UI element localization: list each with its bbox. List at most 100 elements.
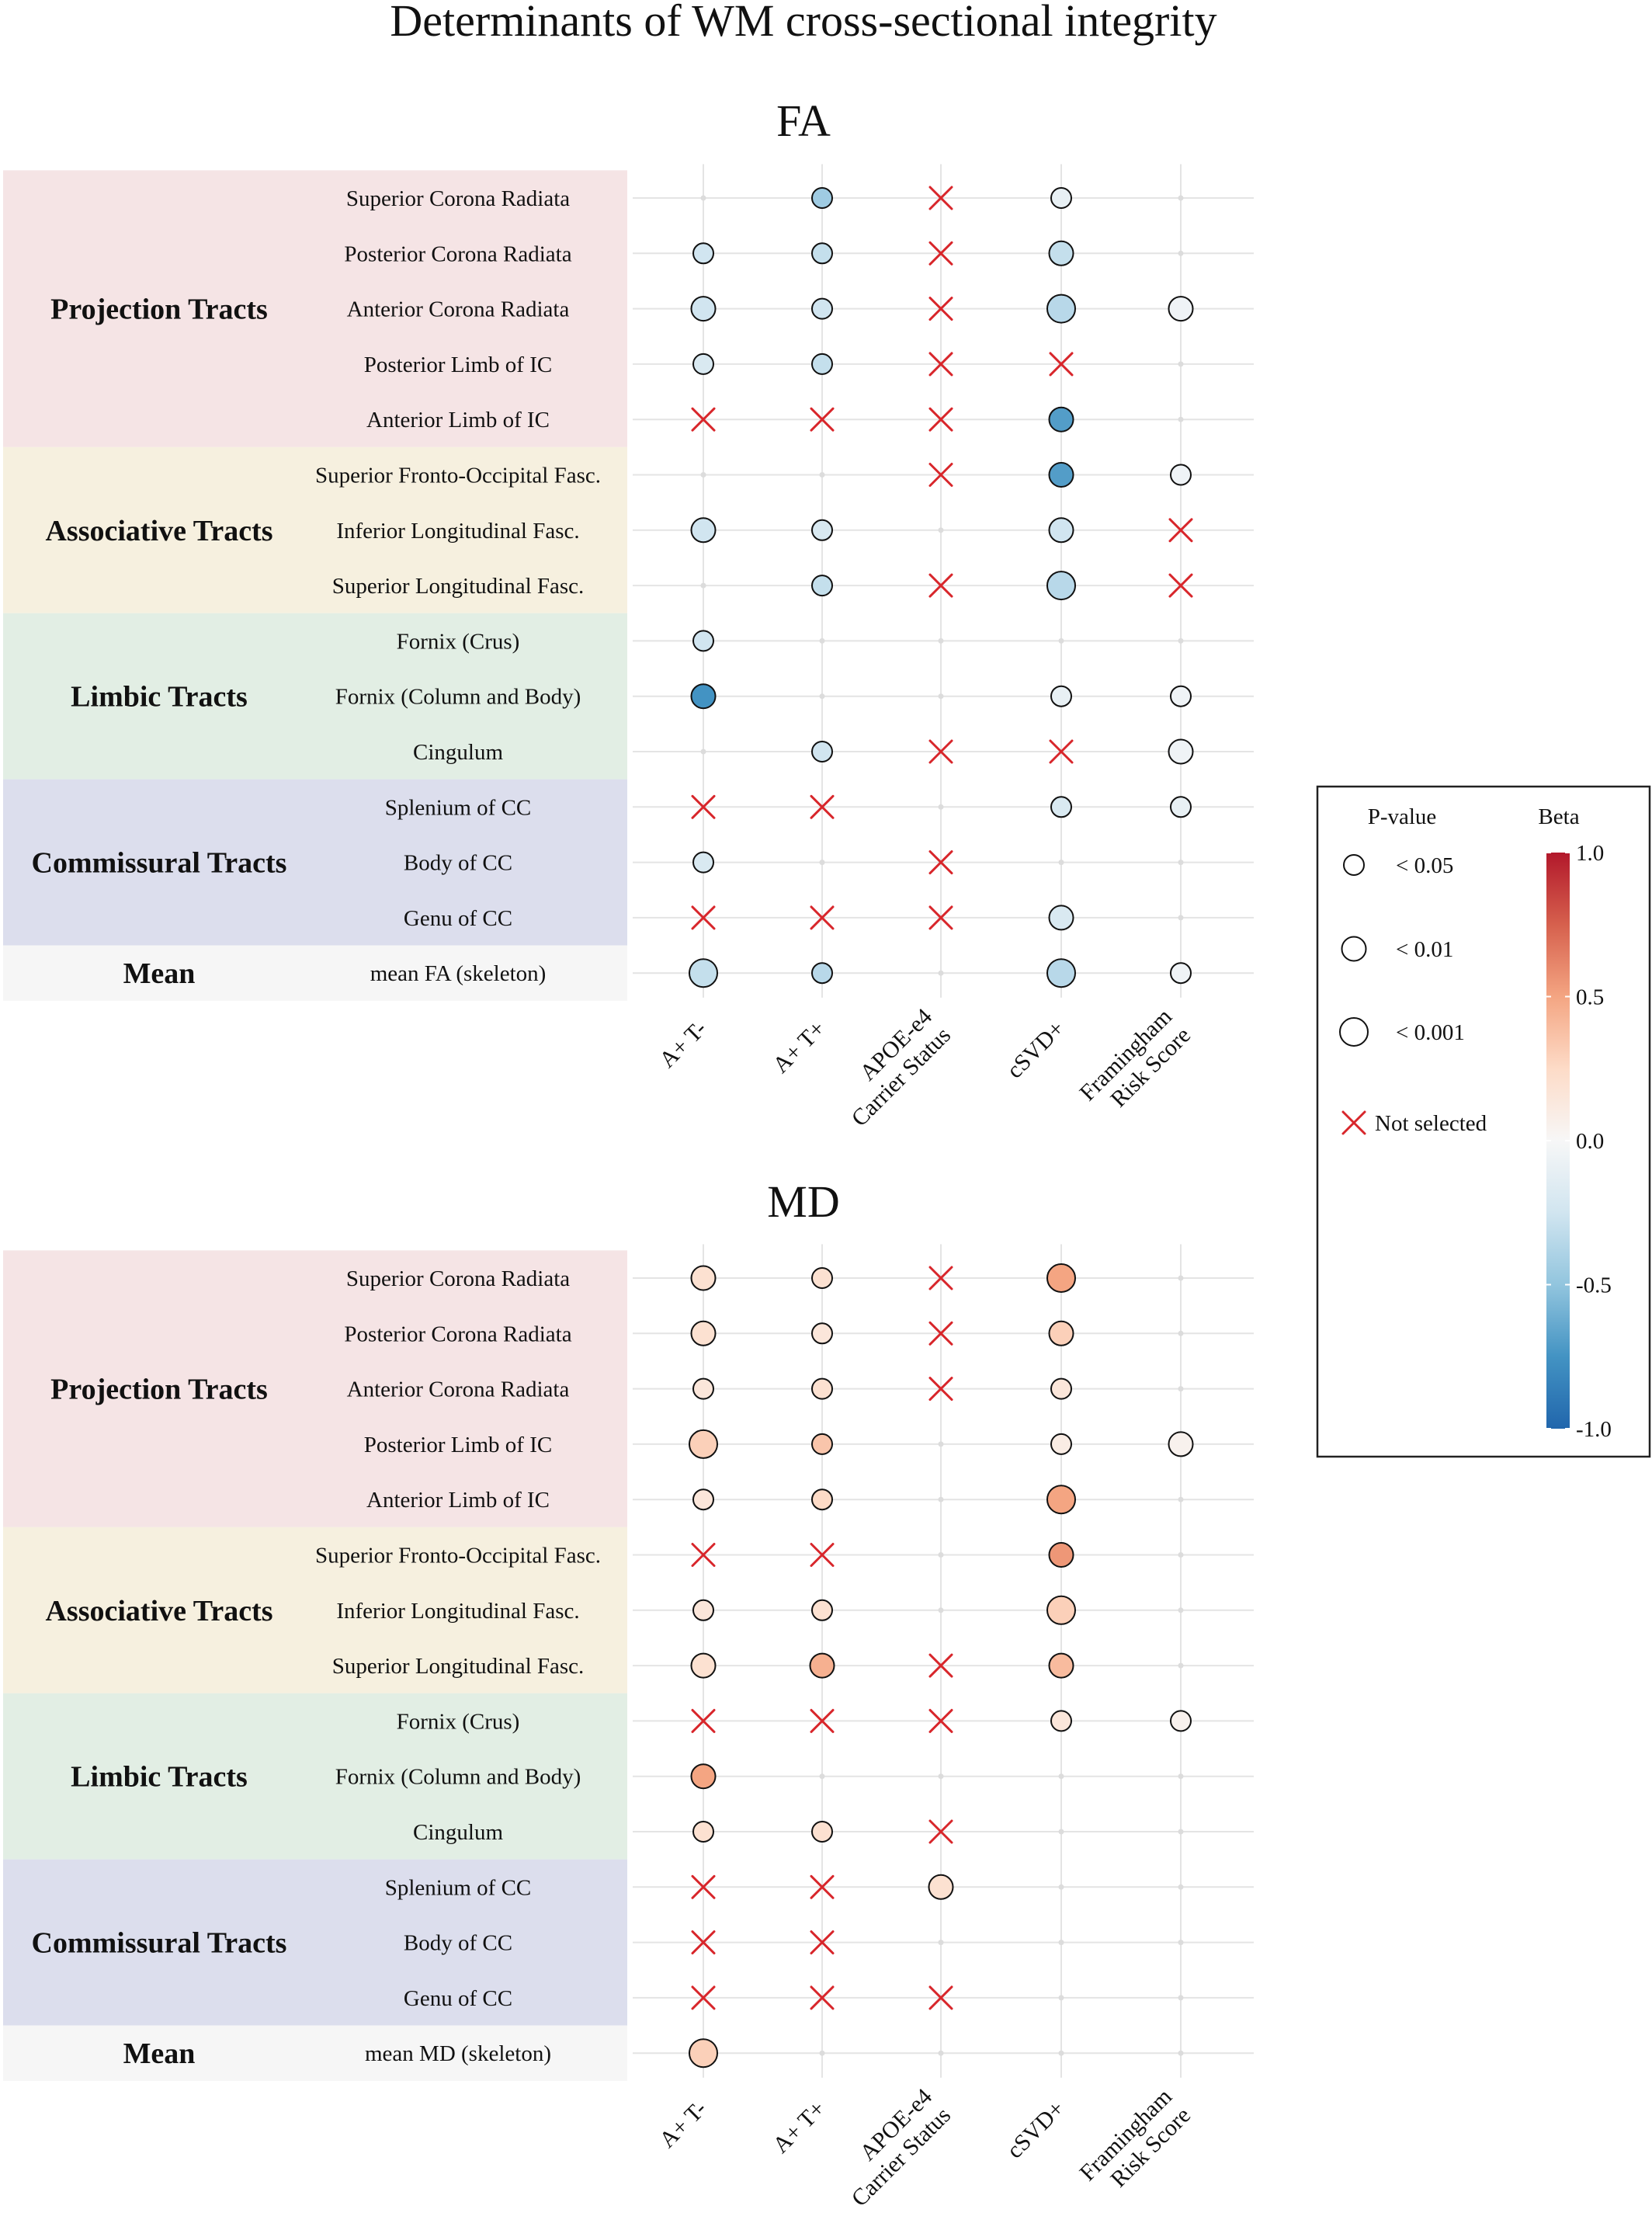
cross-stroke: [928, 1985, 953, 2010]
cross-stroke: [928, 850, 953, 875]
empty-cell-marker: [938, 527, 944, 533]
empty-cell-marker: [819, 2050, 825, 2056]
empty-cell-marker: [700, 195, 706, 201]
cross-stroke: [810, 1985, 835, 2010]
not-selected-marker: [691, 1708, 716, 1733]
dot-marker: [1050, 796, 1072, 818]
cross-stroke: [1341, 1110, 1366, 1135]
group-label: Associative Tracts: [45, 515, 272, 547]
tract-label: Anterior Limb of IC: [366, 1488, 550, 1513]
empty-cell-marker: [938, 2050, 944, 2056]
group-label: Mean: [123, 957, 196, 990]
cross-stroke: [810, 1930, 835, 1955]
not-selected-marker: [928, 1321, 953, 1346]
dot-marker: [692, 851, 714, 874]
not-selected-marker: [691, 1874, 716, 1899]
group-band-projection-tracts: [3, 1250, 627, 1527]
cross-stroke: [691, 905, 716, 930]
tract-label: Posterior Limb of IC: [364, 353, 552, 377]
column-label-line: cSVD+: [1001, 1016, 1069, 1083]
panel-title: FA: [776, 96, 831, 146]
group-band-mean: [3, 2025, 627, 2081]
cross-stroke: [928, 905, 953, 930]
column-label-line: A+ T-: [654, 1016, 712, 1073]
dot-marker: [811, 1599, 833, 1621]
not-selected-marker: [691, 794, 716, 819]
cross-stroke: [1168, 518, 1193, 543]
tract-label: Superior Fronto-Occipital Fasc.: [315, 1544, 601, 1568]
legend-pvalue-label: < 0.05: [1396, 853, 1453, 878]
panels: FA Projection Tracts Associative Tracts Lim…: [3, 96, 1254, 2211]
dot-marker: [928, 1874, 954, 1900]
dot-marker: [692, 242, 714, 265]
dot-marker: [1050, 1433, 1072, 1455]
empty-cell-marker: [1058, 1829, 1064, 1835]
not-selected-marker: [928, 1985, 953, 2010]
column-label: cSVD+: [1001, 2096, 1069, 2163]
cross-stroke: [810, 1708, 835, 1733]
empty-cell-marker: [938, 1607, 944, 1613]
dot-marker: [811, 575, 833, 597]
tract-label: Fornix (Column and Body): [335, 685, 581, 710]
dot-marker: [1050, 1377, 1072, 1400]
dot-marker: [1046, 294, 1076, 324]
legend-not-selected-label: Not selected: [1375, 1111, 1487, 1136]
empty-cell-marker: [1178, 361, 1184, 367]
column-label: A+ T-: [654, 1016, 712, 1073]
dot-marker: [1050, 1710, 1072, 1732]
legend-pvalue-circle: [1339, 1017, 1369, 1047]
tract-label: Genu of CC: [404, 1986, 512, 2011]
tract-label: Genu of CC: [404, 906, 512, 931]
cross-stroke: [928, 1266, 953, 1290]
empty-cell-marker: [1178, 416, 1184, 422]
group-band-commissural-tracts: [3, 1859, 627, 2026]
legend-pvalue-label: < 0.01: [1396, 937, 1453, 962]
dot-marker: [811, 1377, 833, 1400]
not-selected-marker: [810, 407, 835, 432]
dot-marker: [1046, 1485, 1076, 1515]
colorbar-tick-label: 1.0: [1576, 841, 1604, 866]
empty-cell-marker: [938, 1940, 944, 1946]
dot-marker: [1048, 240, 1074, 266]
dot-marker: [690, 1652, 717, 1679]
not-selected-marker: [691, 407, 716, 432]
not-selected-marker: [928, 739, 953, 764]
dot-marker: [811, 1322, 833, 1345]
colorbar-tick-label: -0.5: [1576, 1273, 1612, 1298]
tract-label: Posterior Corona Radiata: [344, 241, 571, 266]
column-label-line: A+ T-: [654, 2096, 712, 2153]
cross-stroke: [810, 1543, 835, 1567]
cross-stroke: [810, 794, 835, 819]
dot-marker: [1046, 571, 1076, 601]
empty-cell-marker: [938, 804, 944, 810]
not-selected-marker: [928, 1377, 953, 1402]
empty-cell-marker: [938, 1773, 944, 1780]
column-label-line: A+ T+: [768, 1016, 830, 1078]
panel-md: MD Projection Tracts Associative Tracts Lim…: [3, 1176, 1254, 2211]
dot-marker: [1168, 1431, 1194, 1457]
empty-cell-marker: [1178, 1940, 1184, 1946]
empty-cell-marker: [1178, 637, 1184, 644]
column-label: A+ T-: [654, 2096, 712, 2153]
not-selected-marker: [1168, 573, 1193, 598]
group-band-limbic-tracts: [3, 613, 627, 780]
not-selected-marker: [810, 1708, 835, 1733]
tract-label: Splenium of CC: [385, 795, 532, 820]
dot-marker: [689, 2038, 718, 2069]
tract-label: Superior Longitudinal Fasc.: [332, 1654, 585, 1679]
empty-cell-marker: [1178, 1275, 1184, 1281]
column-label: APOE-e4Carrier Status: [828, 1004, 956, 1132]
empty-cell-marker: [1058, 860, 1064, 866]
empty-cell-marker: [819, 693, 825, 700]
dot-marker: [692, 1599, 714, 1621]
tract-label: Cingulum: [413, 1820, 503, 1845]
tract-label: Posterior Limb of IC: [364, 1433, 552, 1457]
empty-cell-marker: [938, 1552, 944, 1558]
dot-marker: [690, 683, 717, 710]
empty-cell-marker: [1178, 860, 1184, 866]
cross-stroke: [691, 794, 716, 819]
column-label: FraminghamRisk Score: [1074, 2084, 1196, 2205]
legend-pvalue-label: < 0.001: [1396, 1020, 1465, 1045]
